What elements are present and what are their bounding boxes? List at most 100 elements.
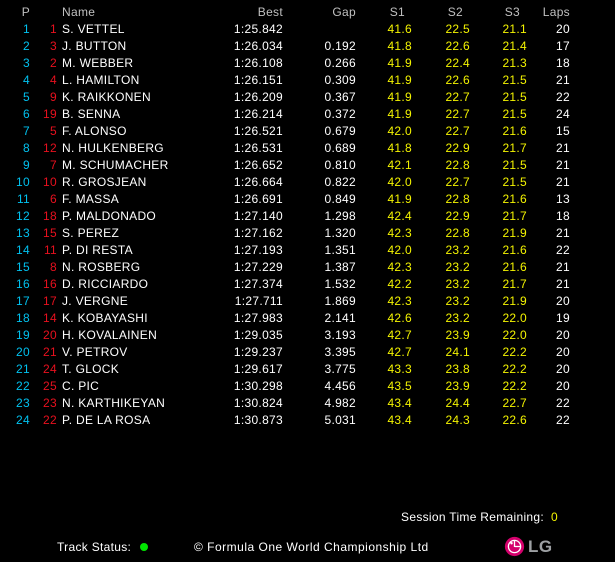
driver-name-cell: S. PEREZ <box>62 225 120 240</box>
sector2-cell: 23.2 <box>445 242 470 257</box>
driver-name-cell: D. RICCIARDO <box>62 276 149 291</box>
sector1-cell: 42.4 <box>387 208 412 223</box>
table-row: 1 1 S. VETTEL 1:25.842 41.6 22.5 21.1 20 <box>0 20 570 37</box>
gap-cell: 4.982 <box>324 395 356 410</box>
table-row: 19 20 H. KOVALAINEN 1:29.035 3.193 42.7 … <box>0 326 570 343</box>
laps-cell: 20 <box>556 327 570 342</box>
laps-cell: 21 <box>556 72 570 87</box>
column-header-s1: S1 <box>389 4 405 19</box>
table-row: 18 14 K. KOBAYASHI 1:27.983 2.141 42.6 2… <box>0 309 570 326</box>
best-time-cell: 1:27.983 <box>233 310 283 325</box>
position-cell: 15 <box>16 259 30 274</box>
car-number-cell: 9 <box>50 89 57 104</box>
laps-cell: 21 <box>556 174 570 189</box>
sector3-cell: 21.5 <box>502 89 527 104</box>
position-cell: 11 <box>16 191 30 206</box>
best-time-cell: 1:29.035 <box>233 327 283 342</box>
best-time-cell: 1:26.691 <box>233 191 283 206</box>
sector3-cell: 21.5 <box>502 72 527 87</box>
gap-cell: 0.810 <box>324 157 356 172</box>
position-cell: 23 <box>16 395 30 410</box>
sector2-cell: 24.3 <box>445 412 470 427</box>
column-header-s2: S2 <box>447 4 463 19</box>
laps-cell: 13 <box>556 191 570 206</box>
laps-cell: 22 <box>556 395 570 410</box>
gap-cell: 1.320 <box>324 225 356 240</box>
laps-cell: 17 <box>556 38 570 53</box>
track-status-label: Track Status: <box>57 540 132 554</box>
gap-cell: 0.689 <box>324 140 356 155</box>
best-time-cell: 1:26.214 <box>233 106 283 121</box>
table-row: 4 4 L. HAMILTON 1:26.151 0.309 41.9 22.6… <box>0 71 570 88</box>
sector3-cell: 21.5 <box>502 157 527 172</box>
sector1-cell: 41.9 <box>387 55 412 70</box>
gap-cell: 3.775 <box>324 361 356 376</box>
lg-logo-icon <box>504 536 525 557</box>
laps-cell: 20 <box>556 293 570 308</box>
sector3-cell: 21.9 <box>502 225 527 240</box>
driver-name-cell: J. BUTTON <box>62 38 127 53</box>
sector1-cell: 41.8 <box>387 140 412 155</box>
sector3-cell: 22.7 <box>502 395 527 410</box>
gap-cell: 1.869 <box>324 293 356 308</box>
table-row: 13 15 S. PEREZ 1:27.162 1.320 42.3 22.8 … <box>0 224 570 241</box>
table-row: 21 24 T. GLOCK 1:29.617 3.775 43.3 23.8 … <box>0 360 570 377</box>
sector1-cell: 42.3 <box>387 259 412 274</box>
gap-cell: 0.849 <box>324 191 356 206</box>
gap-cell: 4.456 <box>324 378 356 393</box>
driver-name-cell: N. KARTHIKEYAN <box>62 395 166 410</box>
position-cell: 2 <box>23 38 30 53</box>
sector3-cell: 22.2 <box>502 344 527 359</box>
car-number-cell: 6 <box>50 191 57 206</box>
table-row: 24 22 P. DE LA ROSA 1:30.873 5.031 43.4 … <box>0 411 570 428</box>
sector1-cell: 41.9 <box>387 106 412 121</box>
best-time-cell: 1:26.521 <box>233 123 283 138</box>
sector2-cell: 22.8 <box>445 225 470 240</box>
position-cell: 5 <box>23 89 30 104</box>
laps-cell: 18 <box>556 208 570 223</box>
sector2-cell: 23.2 <box>445 259 470 274</box>
position-cell: 18 <box>16 310 30 325</box>
sector2-cell: 23.8 <box>445 361 470 376</box>
laps-cell: 21 <box>556 225 570 240</box>
best-time-cell: 1:26.108 <box>233 55 283 70</box>
sector2-cell: 22.5 <box>445 21 470 36</box>
sector2-cell: 22.6 <box>445 38 470 53</box>
sector1-cell: 42.0 <box>387 123 412 138</box>
sector1-cell: 42.0 <box>387 174 412 189</box>
laps-cell: 22 <box>556 242 570 257</box>
table-row: 14 11 P. DI RESTA 1:27.193 1.351 42.0 23… <box>0 241 570 258</box>
sector3-cell: 21.6 <box>502 259 527 274</box>
position-cell: 10 <box>16 174 30 189</box>
laps-cell: 24 <box>556 106 570 121</box>
car-number-cell: 24 <box>43 361 57 376</box>
gap-cell: 0.192 <box>324 38 356 53</box>
session-time-value: 0 <box>551 510 558 524</box>
timing-table-body: 1 1 S. VETTEL 1:25.842 41.6 22.5 21.1 20… <box>0 20 570 428</box>
position-cell: 24 <box>16 412 30 427</box>
gap-cell: 0.309 <box>324 72 356 87</box>
sector1-cell: 42.1 <box>387 157 412 172</box>
column-header-best: Best <box>257 4 283 19</box>
best-time-cell: 1:27.229 <box>233 259 283 274</box>
laps-cell: 21 <box>556 157 570 172</box>
position-cell: 6 <box>23 106 30 121</box>
sector3-cell: 22.6 <box>502 412 527 427</box>
table-row: 23 23 N. KARTHIKEYAN 1:30.824 4.982 43.4… <box>0 394 570 411</box>
sector3-cell: 22.0 <box>502 310 527 325</box>
laps-cell: 18 <box>556 55 570 70</box>
driver-name-cell: P. DI RESTA <box>62 242 133 257</box>
green-circle-icon <box>140 543 149 551</box>
car-number-cell: 12 <box>43 140 57 155</box>
sector1-cell: 41.9 <box>387 72 412 87</box>
sector1-cell: 43.4 <box>387 412 412 427</box>
sector2-cell: 23.2 <box>445 293 470 308</box>
sector2-cell: 24.1 <box>445 344 470 359</box>
table-row: 20 21 V. PETROV 1:29.237 3.395 42.7 24.1… <box>0 343 570 360</box>
driver-name-cell: H. KOVALAINEN <box>62 327 158 342</box>
best-time-cell: 1:27.162 <box>233 225 283 240</box>
sector1-cell: 42.2 <box>387 276 412 291</box>
gap-cell: 5.031 <box>324 412 356 427</box>
table-row: 15 8 N. ROSBERG 1:27.229 1.387 42.3 23.2… <box>0 258 570 275</box>
